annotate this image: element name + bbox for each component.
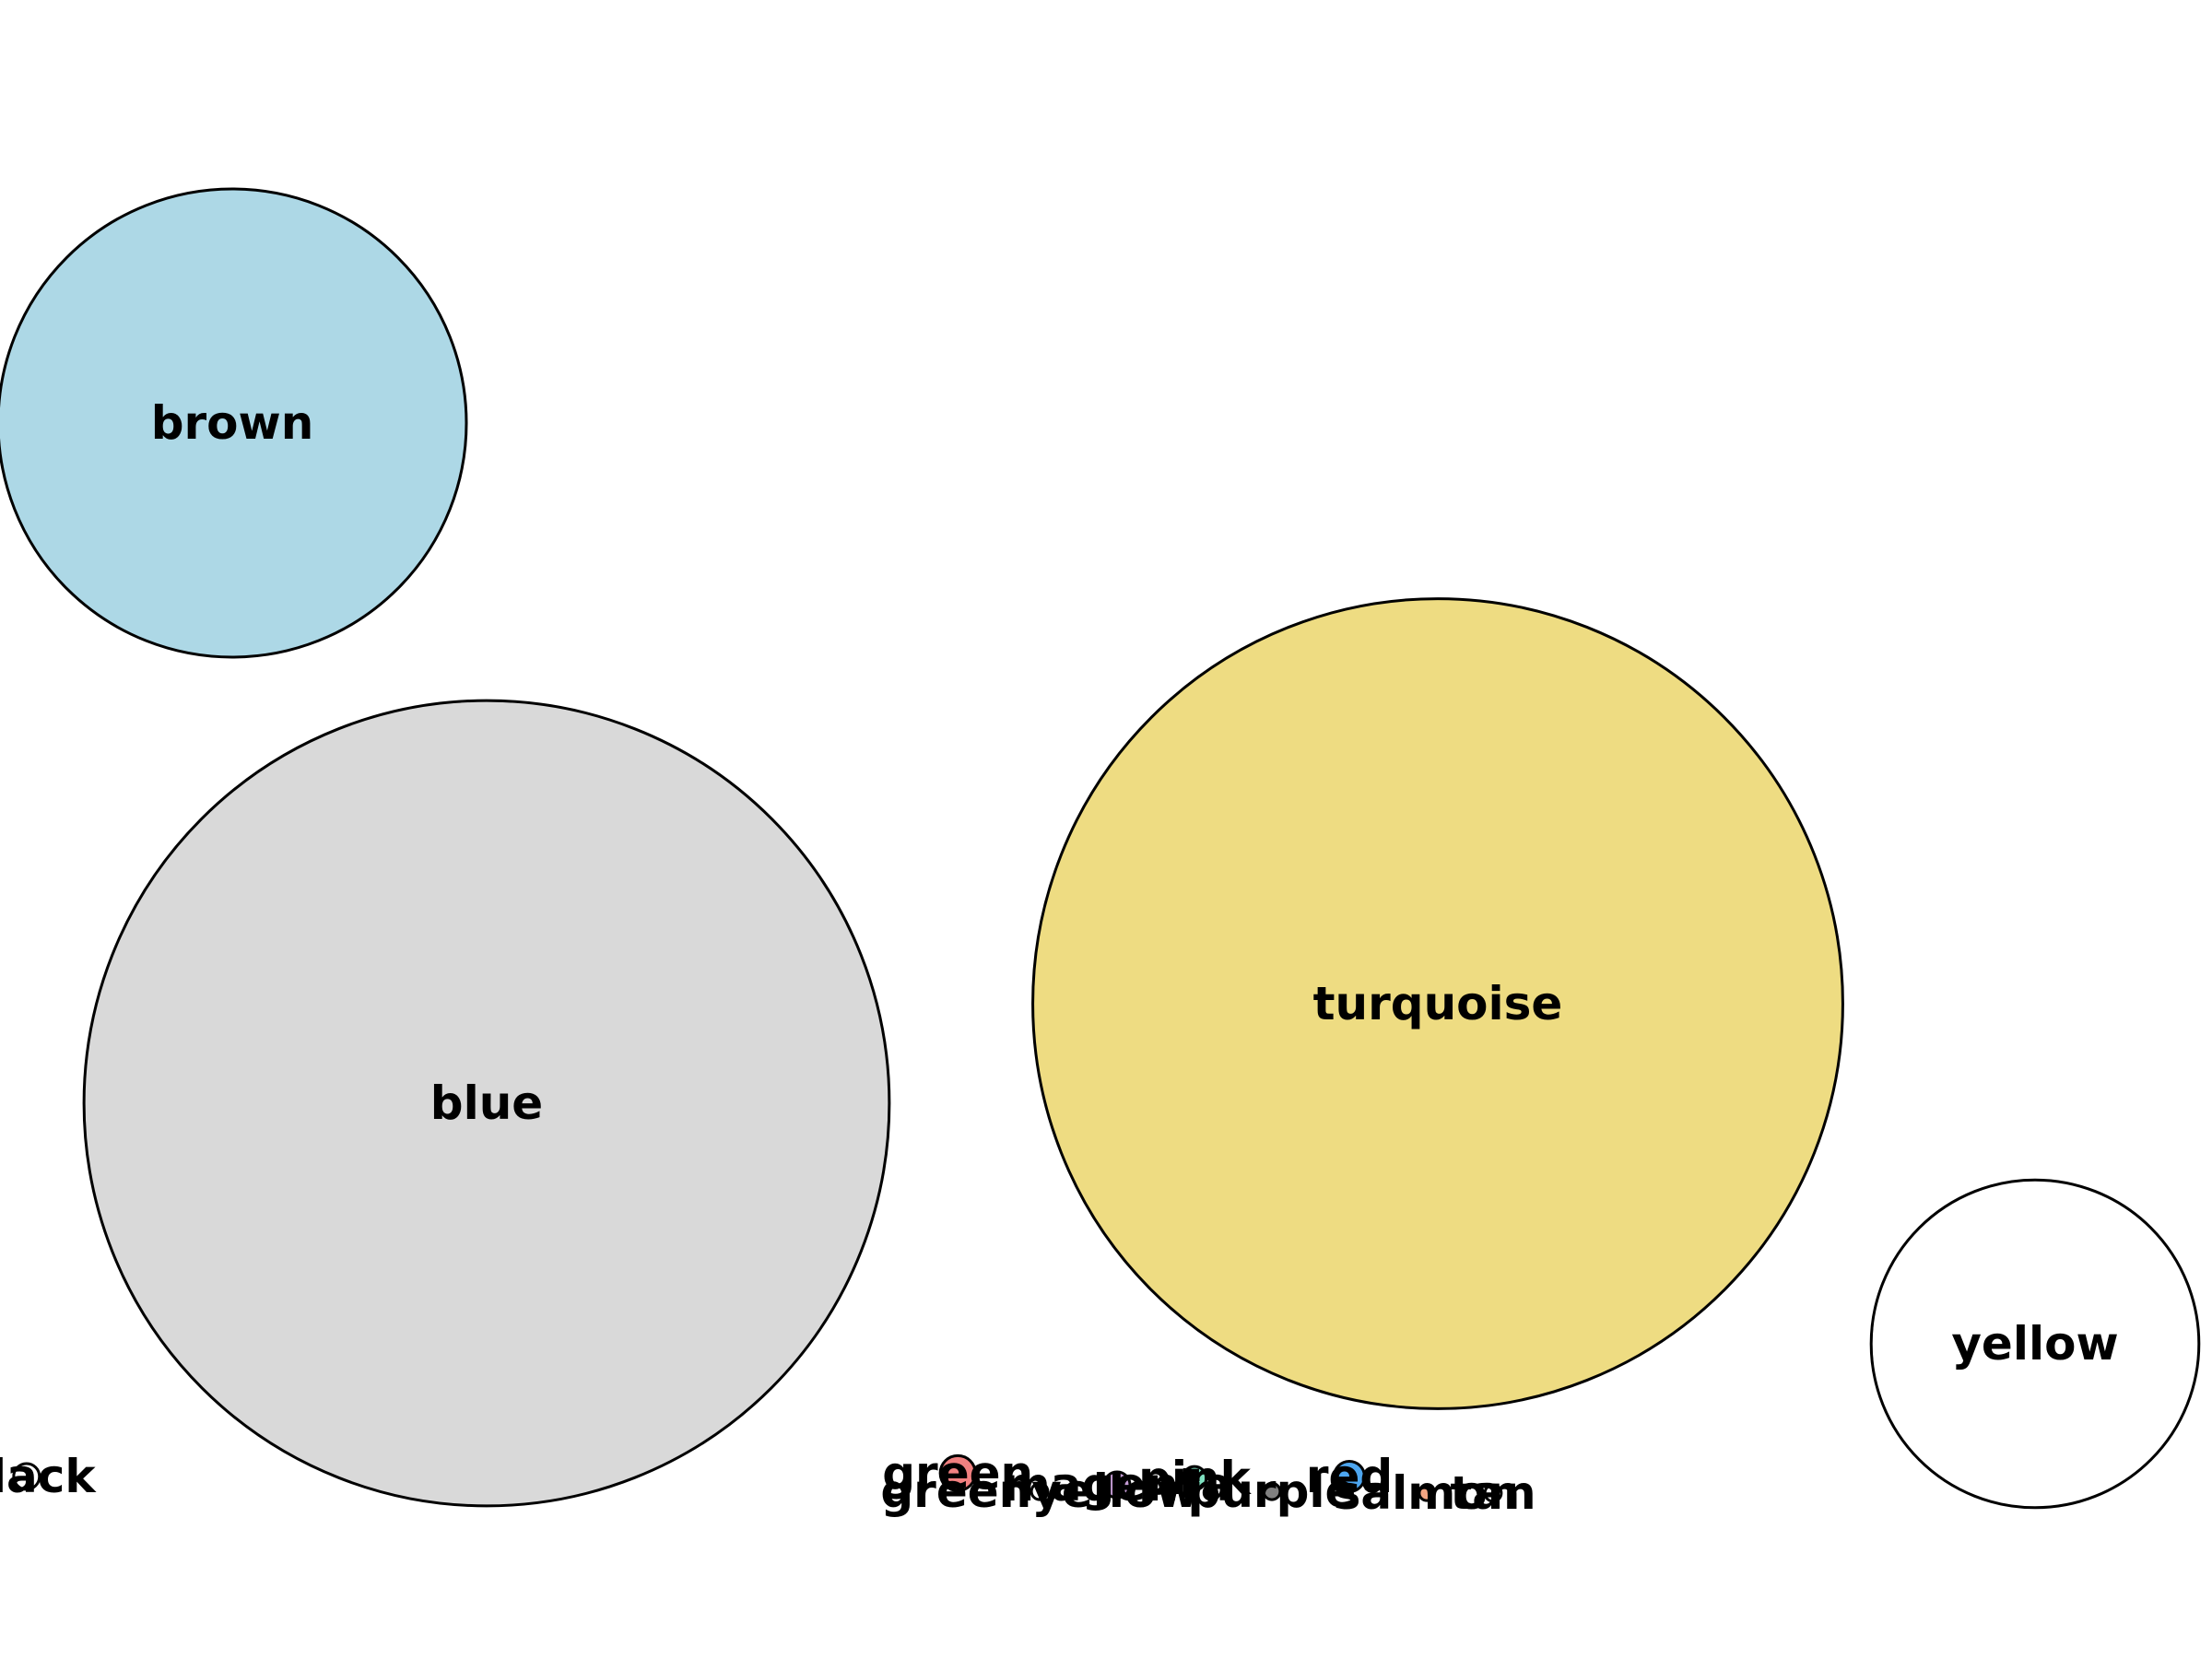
bubble-label-brown: brown <box>151 396 314 450</box>
labels-layer: brown blue turquoise yellow black greengreeny… <box>0 396 2119 1520</box>
bubble-label-green: green <box>882 1446 1033 1500</box>
bubble-label-salmon: salmon <box>1334 1466 1521 1520</box>
bubble-pink <box>1181 1465 1208 1492</box>
bubble-salmon <box>1418 1484 1436 1502</box>
bubble-label-purple: purple <box>1188 1465 1357 1518</box>
bubble-label-yellow: yellow <box>1951 1317 2118 1371</box>
bubble-greenyellow <box>1030 1481 1050 1501</box>
bubble-purple <box>1262 1481 1282 1501</box>
bubble-blue <box>82 699 891 1508</box>
bubble-yellow <box>1869 1178 2201 1510</box>
bubble-label-pink: pink <box>1138 1452 1253 1505</box>
bubble-label-turquoise: turquoise <box>1313 977 1563 1030</box>
bubble-label-red: red <box>1306 1450 1393 1503</box>
bubble-tan <box>1483 1483 1503 1503</box>
bubble-red <box>1332 1459 1367 1494</box>
bubbles-layer <box>0 187 2201 1510</box>
bubble-brown <box>0 187 468 659</box>
bubble-turquoise <box>1031 597 1844 1410</box>
bubble-green <box>938 1453 977 1492</box>
bubble-label-tan: tan <box>1450 1466 1535 1520</box>
bubble-magenta <box>1102 1470 1132 1500</box>
bubble-label-magenta: magenta <box>1003 1458 1232 1512</box>
bubble-label-black: black <box>0 1450 97 1503</box>
bubble-black <box>12 1462 41 1491</box>
bubble-label-blue: blue <box>430 1077 543 1130</box>
bubble-label-greenyellow: greenyellow <box>880 1465 1198 1518</box>
